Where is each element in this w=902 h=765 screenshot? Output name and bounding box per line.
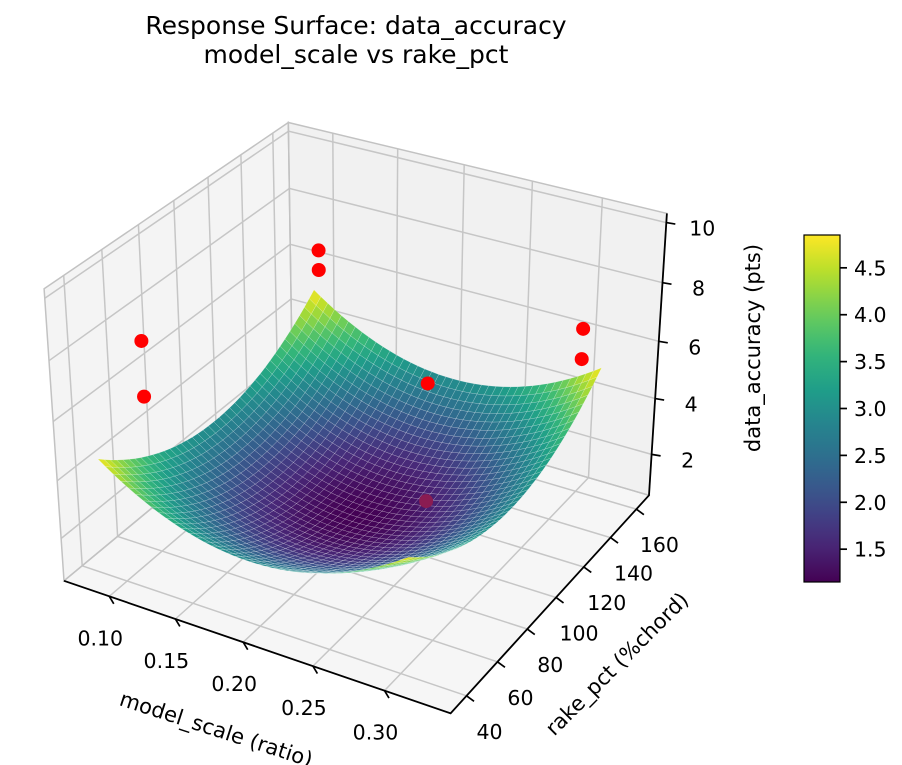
y-tick-label: 100 <box>559 621 598 645</box>
colorbar-gradient <box>803 234 841 583</box>
tick-mark <box>635 508 645 516</box>
tick-mark <box>555 596 565 604</box>
x-tick-label: 0.25 <box>281 696 327 720</box>
scatter-point <box>311 263 326 278</box>
tick-mark <box>610 536 619 544</box>
surface-facet <box>584 376 598 390</box>
tick-mark <box>466 695 475 702</box>
surface-facet <box>565 411 580 424</box>
z-tick-label: 2 <box>681 448 694 472</box>
z-tick-label: 8 <box>692 277 705 301</box>
axis-spine <box>63 213 668 715</box>
colorbar-tick-label: 2.5 <box>854 444 887 468</box>
colorbar-tick-label: 3.0 <box>854 397 887 421</box>
z-tick-label: 10 <box>689 217 715 241</box>
x-tick-label: 0.15 <box>144 649 190 673</box>
y-tick-label: 140 <box>614 562 653 586</box>
scatter-point <box>576 321 591 336</box>
scatter-point <box>137 389 152 404</box>
scatter-points <box>134 243 591 509</box>
tick-mark <box>666 221 676 225</box>
surface-facet <box>552 435 566 448</box>
axis-spines <box>63 213 668 715</box>
tick-mark <box>242 641 249 651</box>
z-axis-label: data_accuracy (pts) <box>741 244 766 452</box>
x-tick-label: 0.30 <box>353 721 399 745</box>
colorbar-tick-label: 1.5 <box>854 538 887 562</box>
tick-mark <box>174 618 181 627</box>
tick-mark <box>583 566 592 574</box>
colorbar: 1.5 2.0 2.5 3.0 3.5 4.0 4.5 <box>803 234 887 583</box>
tick-mark <box>655 397 665 401</box>
y-tick-label: 40 <box>476 720 502 744</box>
scatter-point <box>311 243 326 258</box>
tick-mark <box>662 281 672 286</box>
surface-mesh <box>97 289 603 574</box>
colorbar-tick-label: 2.0 <box>854 491 887 515</box>
colorbar-tick-label: 3.5 <box>854 350 887 374</box>
tick-mark <box>312 665 319 675</box>
x-tick-label: 0.10 <box>77 626 123 650</box>
surface-facet <box>588 367 603 381</box>
z-tick-label: 4 <box>685 393 698 417</box>
scatter-point <box>574 352 589 367</box>
tick-mark <box>496 661 506 668</box>
tick-mark <box>383 690 390 699</box>
tick-mark <box>108 595 115 605</box>
y-tick-label: 80 <box>537 653 563 677</box>
tick-mark <box>526 628 536 636</box>
surface-facet <box>505 500 519 510</box>
surface-facet <box>426 554 441 559</box>
y-tick-label: 120 <box>587 591 626 615</box>
tick-mark <box>658 340 668 344</box>
chart-title-line-2: model_scale vs rake_pct <box>204 40 509 69</box>
y-tick-label: 60 <box>507 686 533 710</box>
tick-mark <box>651 453 661 457</box>
colorbar-tick-label: 4.5 <box>854 256 887 280</box>
x-tick-label: 0.20 <box>211 672 257 696</box>
chart-title-line-1: Response Surface: data_accuracy <box>145 11 566 40</box>
surface-facet <box>405 557 420 561</box>
z-tick-label: 6 <box>688 335 701 359</box>
colorbar-tick-label: 4.0 <box>854 303 887 327</box>
surface-facet <box>410 556 425 561</box>
scatter-point <box>134 333 149 348</box>
surface-facet <box>400 556 414 561</box>
scatter-point-shaded <box>419 494 434 509</box>
y-tick-label: 160 <box>640 533 679 557</box>
surface-facet <box>579 385 594 399</box>
surface-facet <box>431 552 446 558</box>
scatter-point <box>420 376 435 391</box>
